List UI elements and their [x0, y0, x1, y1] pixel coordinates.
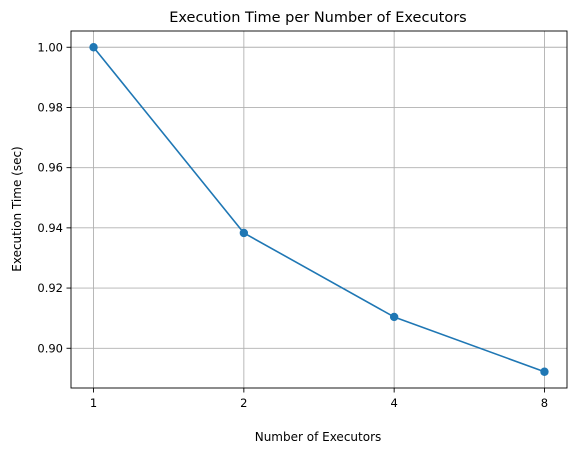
x-tick-label: 8 — [541, 396, 548, 410]
x-axis-label: Number of Executors — [255, 430, 382, 444]
data-point — [390, 313, 398, 321]
y-tick-label: 1.00 — [37, 40, 63, 54]
x-tick-label: 1 — [90, 396, 97, 410]
y-tick-label: 0.96 — [37, 161, 63, 175]
y-axis-label: Execution Time (sec) — [10, 146, 24, 271]
y-tick-label: 0.94 — [37, 221, 63, 235]
plot-area — [71, 31, 567, 388]
chart-title: Execution Time per Number of Executors — [169, 10, 466, 26]
data-point — [540, 368, 548, 376]
y-tick-label: 0.98 — [37, 100, 63, 114]
data-point — [240, 229, 248, 237]
y-tick-label: 0.90 — [37, 341, 63, 355]
data-point — [89, 43, 97, 51]
x-tick-label: 4 — [390, 396, 397, 410]
x-tick-label: 2 — [240, 396, 247, 410]
y-tick-label: 0.92 — [37, 281, 63, 295]
